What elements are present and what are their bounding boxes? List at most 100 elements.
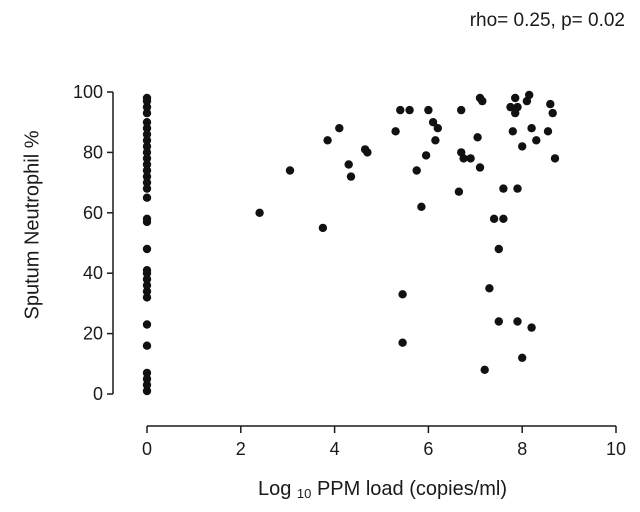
data-point — [142, 341, 152, 350]
data-point — [494, 317, 503, 326]
data-point — [494, 244, 503, 254]
y-tick-label: 80 — [83, 142, 103, 162]
data-point — [489, 214, 499, 223]
data-point — [513, 102, 522, 112]
data-point — [548, 108, 557, 118]
data-point — [518, 142, 527, 151]
x-tick-label: 0 — [142, 439, 152, 459]
data-point — [142, 148, 152, 157]
data-point — [142, 275, 152, 284]
data-point — [527, 323, 536, 332]
data-point — [421, 151, 431, 160]
data-point — [546, 99, 555, 109]
data-point — [454, 187, 464, 196]
data-point — [142, 244, 152, 254]
data-point — [346, 172, 356, 181]
data-point — [142, 184, 152, 193]
y-tick-label: 0 — [93, 384, 103, 404]
data-point — [473, 133, 482, 142]
data-point — [543, 127, 553, 136]
data-point — [344, 160, 353, 169]
data-point — [142, 154, 152, 163]
data-point — [499, 214, 508, 223]
data-point — [142, 136, 152, 145]
x-tick-label: 6 — [423, 439, 433, 459]
data-point — [142, 172, 152, 181]
data-point — [525, 90, 534, 100]
data-point — [142, 293, 152, 302]
data-point — [398, 338, 407, 347]
data-point — [431, 136, 440, 145]
x-tick-label: 10 — [606, 439, 626, 459]
data-point — [142, 281, 152, 290]
data-point — [459, 154, 468, 163]
data-point — [398, 290, 407, 299]
data-point — [255, 208, 264, 217]
y-tick-label: 60 — [83, 203, 103, 223]
data-point — [513, 184, 522, 193]
correlation-annotation: rho= 0.25, p= 0.02 — [469, 10, 625, 31]
data-point — [142, 178, 152, 187]
data-point — [433, 124, 442, 133]
y-axis: 0 20 40 60 80 100 — [73, 82, 114, 404]
data-point — [142, 386, 152, 396]
data-point — [513, 317, 522, 326]
data-point — [142, 102, 152, 112]
data-point — [285, 166, 295, 175]
data-point — [480, 365, 489, 374]
data-point — [142, 124, 152, 133]
data-point — [142, 266, 152, 275]
data-point — [335, 124, 344, 133]
data-point — [142, 368, 152, 378]
data-point — [466, 154, 475, 163]
data-point — [499, 184, 508, 193]
data-point — [424, 105, 433, 115]
data-point — [142, 287, 152, 296]
x-axis-label-subscript: 10 — [296, 486, 312, 501]
data-point — [508, 127, 517, 136]
data-point — [550, 154, 560, 163]
data-point — [142, 166, 152, 175]
data-point — [142, 160, 152, 169]
data-points — [142, 90, 560, 396]
data-point — [142, 118, 152, 127]
data-point — [142, 214, 152, 223]
data-point — [142, 380, 152, 390]
data-point — [142, 142, 152, 151]
data-point — [363, 148, 372, 157]
x-tick-label: 4 — [330, 439, 340, 459]
data-point — [475, 163, 485, 172]
x-axis-label-prefix: Log — [257, 478, 292, 500]
data-point — [511, 93, 520, 103]
data-point — [142, 320, 152, 329]
x-tick-label: 2 — [236, 439, 246, 459]
data-point — [323, 136, 332, 145]
data-point — [457, 105, 466, 115]
data-point — [518, 353, 527, 362]
data-point — [142, 193, 152, 202]
data-point — [428, 118, 438, 127]
data-point — [506, 102, 515, 112]
data-point — [478, 96, 487, 106]
data-point — [532, 136, 541, 145]
y-axis-label-container: Sputum Neutrophil % — [18, 80, 48, 370]
y-tick-label: 40 — [83, 263, 103, 283]
data-point — [391, 127, 400, 136]
y-tick-label: 100 — [73, 82, 103, 102]
data-point — [412, 166, 421, 175]
data-point — [396, 105, 405, 115]
data-point — [142, 108, 152, 118]
data-point — [417, 202, 426, 211]
x-axis: 0 2 4 6 8 10 — [142, 425, 626, 459]
y-axis-label: Sputum Neutrophil % — [21, 130, 44, 320]
data-point — [485, 284, 494, 293]
data-point — [527, 124, 536, 133]
data-point — [318, 223, 328, 233]
x-tick-label: 8 — [517, 439, 527, 459]
data-point — [142, 374, 152, 384]
data-point — [142, 93, 152, 103]
y-tick-label: 20 — [83, 324, 103, 344]
x-axis-label: Log 10 PPM load (copies/ml) — [130, 478, 635, 501]
x-axis-label-suffix: PPM load (copies/ml) — [316, 478, 508, 500]
